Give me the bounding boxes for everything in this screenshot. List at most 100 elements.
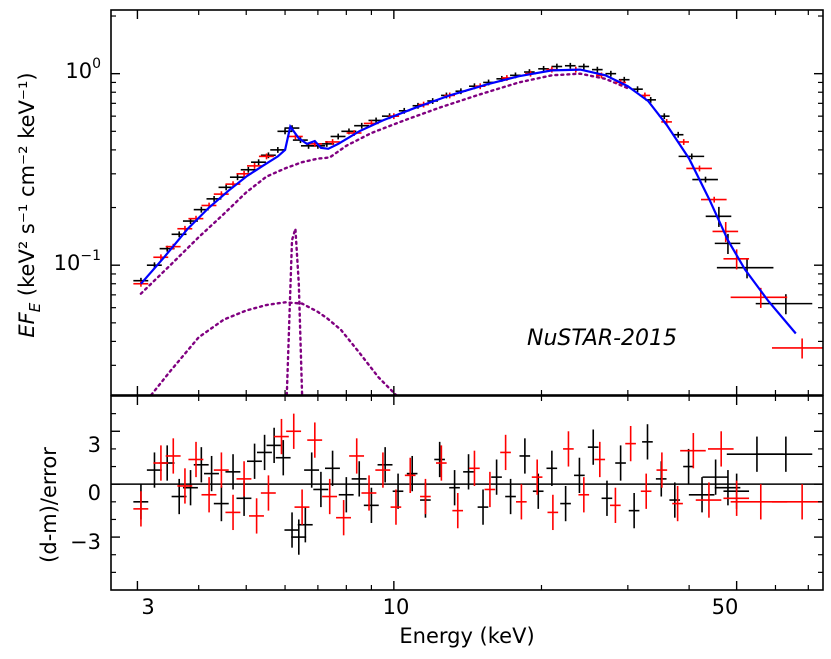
component-curve-reflection [150,301,398,395]
fpmb-residual-point [563,431,574,467]
fpma-residual-point [615,445,626,481]
fpma-residual-point [463,454,474,490]
fpma-residual-point [642,424,653,460]
fpma-residual-point [587,429,599,465]
residual-ytick-label-0: 0 [88,481,101,505]
fpma-residual-point [532,473,544,509]
spectrum-y-axis-title: EFE (keV² s⁻¹ cm⁻² keV⁻¹) [15,72,44,337]
fpmb-residual-point [322,478,338,515]
fpma-residual-point [204,455,219,492]
fpmb-residual-point [375,452,391,488]
xtick-label-10: 10 [383,595,410,619]
fpmb-residual-point [307,422,323,458]
fpmb-residual-point [201,477,217,513]
fpmb-residual-point [249,498,264,534]
fpmb-residual-point [286,413,302,449]
component-curve-iron-line [285,228,304,395]
fpma-residual-point [256,434,272,471]
fpma-residual-point [601,480,613,516]
nustar-annotation: NuSTAR-2015 [527,326,677,351]
fpma-residual-point [505,478,516,515]
xtick-label-3: 3 [141,595,154,619]
fpma-data-point [591,66,603,73]
fpmb-data-point [730,287,788,308]
fpma-residual-point [225,454,241,490]
fpmb-residual-point [225,494,241,531]
fpmb-residual-point [640,473,652,509]
fpma-data-point [330,133,346,140]
fpmb-residual-point [236,461,252,497]
fpmb-residual-point [361,475,377,511]
fpmb-residual-point [404,457,416,493]
fpmb-data-point [701,196,727,203]
fpmb-residual-point [469,450,480,486]
fpmb-residual-point [594,441,606,478]
residual-y-axis-title: (d-m)/error [37,447,61,563]
fpmb-data-point [712,222,739,243]
fpma-data-point [564,62,576,69]
fpma-residual-point [669,482,681,518]
fpma-residual-point [434,441,445,478]
fpma-residual-point [324,450,340,486]
fpmb-residual-point [610,487,621,523]
fpma-residual-point [560,485,571,522]
fpma-data-point [605,70,617,77]
fpma-residual-point [297,507,313,543]
fpma-residual-point [266,427,282,464]
fpmb-data-point [771,338,823,359]
fpmb-residual-point [390,489,402,525]
fpma-residual-point [406,455,418,492]
fpma-residual-point [146,452,162,488]
component-curve-continuum [139,72,629,295]
fpma-residual-point [449,470,460,506]
fpma-data-point [578,63,590,70]
fpmb-residual-point [484,471,496,508]
x-axis-title: Energy (keV) [399,624,534,648]
fpma-residual-point [519,438,531,474]
fpma-data-point [251,159,266,166]
fpmb-residual-point [680,433,706,469]
fpma-data-point [692,176,718,183]
fpma-residual-point [171,478,187,515]
fpmb-data-point [686,165,712,172]
fpmb-residual-point [708,431,734,467]
fpma-residual-point [284,512,300,548]
fpmb-data-point [324,139,340,145]
fpmb-residual-point [273,418,289,455]
fpmb-data-point [258,153,274,160]
fpma-data-point [714,233,741,255]
spectrum-ytick-label-1: 100 [65,56,101,83]
residual-panel-frame [110,395,824,591]
fpmb-residual-point [656,452,668,488]
fpma-residual-point [213,485,229,522]
fpmb-data-point [723,249,750,270]
fpmb-residual-point [260,475,276,511]
fpmb-residual-point [336,500,351,536]
fpmb-residual-point [420,478,431,515]
fpma-data-point [240,166,256,173]
fpmb-residual-point [625,425,636,462]
fpma-data-point [705,206,732,227]
fpmb-residual-point [188,441,204,478]
fpmb-residual-point [294,489,310,525]
fpma-residual-point [688,477,715,513]
spectrum-panel-frame [110,9,824,396]
fpma-data-point [354,122,370,129]
xtick-label-50: 50 [712,595,739,619]
fpmb-residual-point [213,452,229,488]
fpma-residual-point [392,473,404,509]
fpma-data-point [678,153,705,160]
fpmb-residual-point [547,494,559,531]
fpmb-residual-point [695,482,722,518]
fpma-residual-point [546,450,558,486]
fpma-residual-point [477,489,489,525]
residual-panel: 3 0 −3 3 10 50 Energy (keV) (d-m)/error [37,395,824,648]
fpma-residual-point [755,436,813,472]
fpmb-residual-point [500,434,511,471]
fpmb-residual-point [516,484,527,520]
fpma-data-point [229,174,245,181]
fpmb-residual-point [349,438,365,474]
fpmb-residual-point [133,491,149,527]
fpma-data-point [551,63,563,70]
